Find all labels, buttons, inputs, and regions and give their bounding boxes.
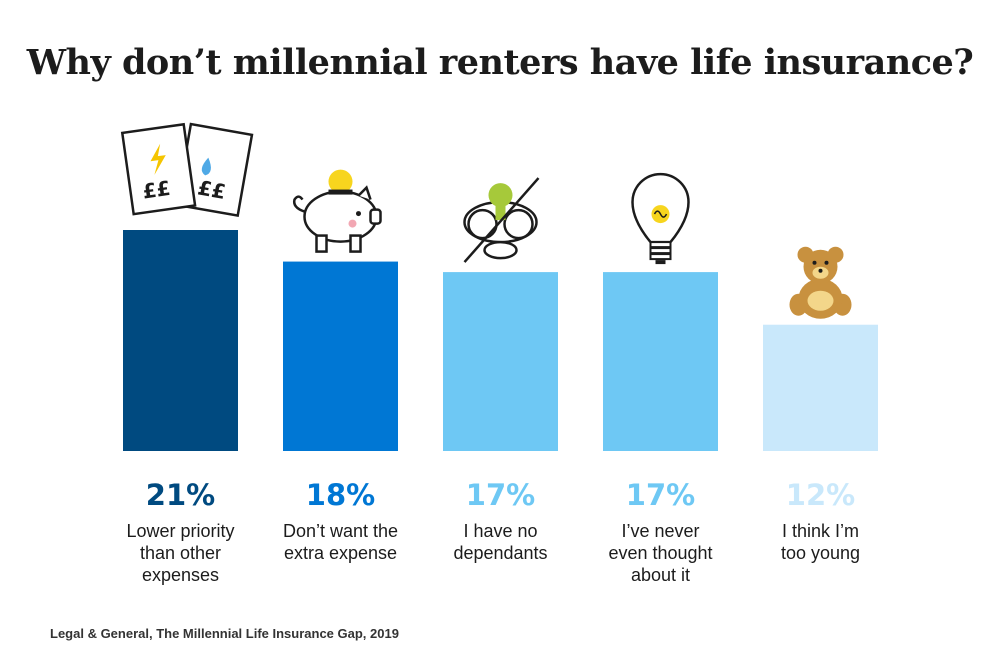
category-label: I think I’m too young [781,521,860,563]
category-label: I have no dependants [453,521,547,563]
value-label: 17% [626,478,695,512]
teddy-bear-icon [789,246,852,319]
source-note: Legal & General, The Millennial Life Ins… [50,626,399,641]
light-bulb-icon [631,172,690,265]
bar [763,324,878,451]
bar [283,261,398,451]
value-label: 12% [786,478,855,512]
category-label: I’ve never even thought about it [608,521,712,585]
value-label: 18% [306,478,375,512]
bar [123,230,238,451]
svg-text:££: ££ [141,176,172,204]
value-label: 17% [466,478,535,512]
no-baby-icon [463,177,540,263]
category-label: Lower priority than other expenses [126,521,234,585]
piggy-bank-icon [292,169,382,253]
value-label: 21% [146,478,215,512]
chart-title: Why don’t millennial renters have life i… [26,42,974,83]
bills-icon: ££ ££ [120,122,254,218]
bar [603,272,718,451]
svg-text:££: ££ [196,175,228,203]
bar [443,272,558,451]
category-label: Don’t want the extra expense [283,521,398,563]
